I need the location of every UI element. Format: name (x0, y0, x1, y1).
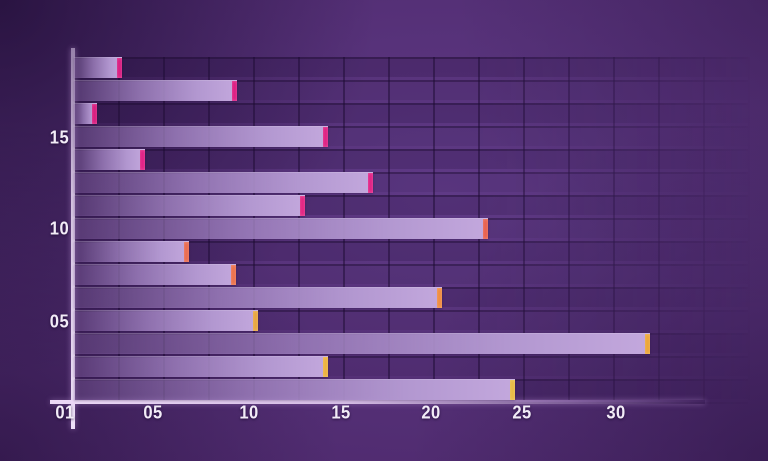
x-tick-label: 25 (512, 402, 532, 423)
row-band (74, 57, 748, 77)
bar (74, 103, 97, 124)
bar (74, 333, 650, 354)
bar-tip (483, 219, 488, 239)
y-tick-label: 05 (49, 311, 70, 332)
bar (74, 218, 488, 239)
gridline-horizontal (74, 264, 748, 266)
bar (74, 379, 515, 400)
bar-tip (645, 334, 650, 354)
gridline-horizontal (74, 80, 748, 82)
gridline-horizontal (74, 310, 748, 312)
gridline-horizontal (74, 103, 748, 105)
bar (74, 195, 305, 216)
bar (74, 172, 373, 193)
bar-tip (140, 150, 145, 170)
bar-tip (437, 288, 442, 308)
gridline-vertical (568, 57, 570, 400)
x-tick-label: 10 (239, 402, 259, 423)
bar-tip (232, 81, 237, 101)
y-tick-label: 10 (49, 218, 70, 239)
bar-tip (323, 357, 328, 377)
gridline-vertical (523, 57, 525, 400)
gridline-vertical (703, 57, 705, 400)
bar-tip (510, 380, 515, 400)
bar-tip (323, 127, 328, 147)
gridline-horizontal (74, 241, 748, 243)
bar (74, 80, 237, 101)
bar (74, 264, 236, 285)
gridline-horizontal (74, 172, 748, 174)
gridline-horizontal (74, 195, 748, 197)
x-tick-label: 05 (143, 402, 163, 423)
row-band (74, 264, 748, 284)
bar-tip (92, 104, 97, 124)
x-axis-line (50, 400, 705, 404)
row-band (74, 241, 748, 261)
y-axis-line (71, 48, 75, 429)
row-band (74, 103, 748, 123)
x-tick-label: 15 (331, 402, 351, 423)
bar (74, 126, 328, 147)
row-band (74, 149, 748, 169)
bar-tip (117, 58, 122, 78)
gridline-vertical (748, 57, 750, 400)
bar-tip (231, 265, 236, 285)
gridline-horizontal (74, 126, 748, 128)
bar-tip (368, 173, 373, 193)
gridline-horizontal (74, 149, 748, 151)
x-tick-label: 01 (55, 402, 75, 423)
bar (74, 310, 258, 331)
gridline-vertical (613, 57, 615, 400)
bar (74, 57, 122, 78)
bar-tip (253, 311, 258, 331)
x-tick-label: 30 (606, 402, 626, 423)
gridline-horizontal (74, 356, 748, 358)
bar (74, 241, 189, 262)
row-band (74, 80, 748, 100)
bar-tip (184, 242, 189, 262)
bar-tip (300, 196, 305, 216)
gridline-vertical (658, 57, 660, 400)
x-tick-label: 20 (421, 402, 441, 423)
bar (74, 356, 328, 377)
bar (74, 149, 145, 170)
bar (74, 287, 442, 308)
gridline-horizontal (74, 57, 748, 59)
y-tick-label: 15 (49, 127, 70, 148)
